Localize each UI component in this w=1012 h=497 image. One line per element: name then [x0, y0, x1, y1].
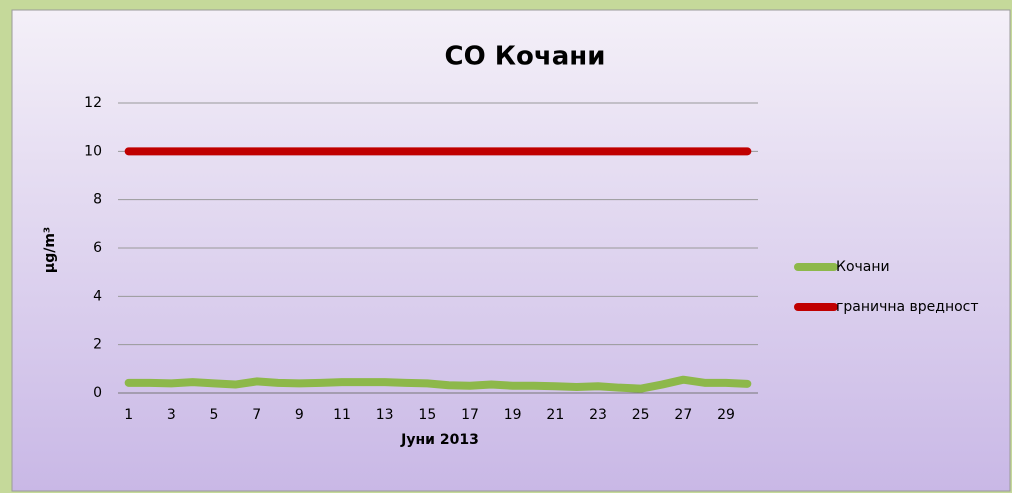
x-tick-label: 23: [589, 407, 607, 423]
y-tick-label: 0: [93, 385, 102, 401]
y-tick-label: 4: [93, 288, 102, 304]
x-tick-label: 7: [252, 407, 261, 423]
x-tick-label: 5: [210, 407, 219, 423]
legend-label: гранична вредност: [836, 299, 979, 315]
x-tick-label: 3: [167, 407, 176, 423]
x-tick-label: 27: [674, 407, 692, 423]
chart-title: CO Кочани: [445, 42, 606, 72]
y-tick-label: 2: [93, 337, 102, 353]
y-tick-label: 8: [93, 192, 102, 208]
x-tick-label: 29: [717, 407, 735, 423]
y-tick-label: 12: [84, 95, 102, 111]
legend-label: Кочани: [836, 259, 890, 275]
x-tick-label: 1: [124, 407, 133, 423]
x-tick-label: 21: [546, 407, 564, 423]
x-tick-label: 15: [418, 407, 436, 423]
series-line: [124, 375, 752, 393]
x-tick-label: 13: [376, 407, 394, 423]
x-tick-label: 11: [333, 407, 351, 423]
chart-area: [11, 9, 1011, 492]
y-tick-label: 6: [93, 240, 102, 256]
x-tick-label: 19: [504, 407, 522, 423]
x-tick-label: 9: [295, 407, 304, 423]
x-tick-label: 17: [461, 407, 479, 423]
y-tick-label: 10: [84, 143, 102, 159]
x-axis-label: Јуни 2013: [400, 432, 479, 448]
y-axis-label: µg/m³: [42, 227, 58, 273]
x-tick-label: 25: [632, 407, 650, 423]
